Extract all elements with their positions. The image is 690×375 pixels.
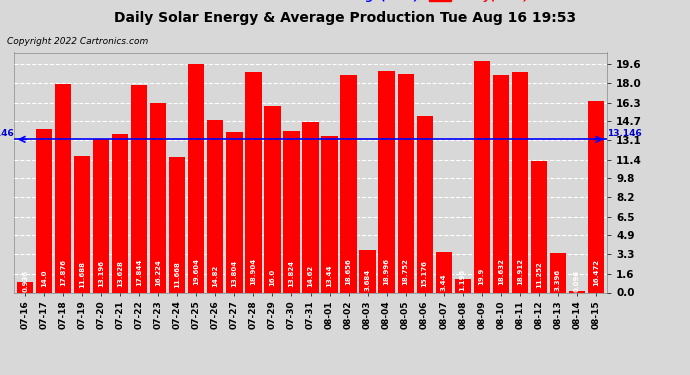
Text: 16.0: 16.0 [270, 269, 275, 286]
Bar [435, 252, 452, 292]
Bar [531, 161, 546, 292]
Text: 3.684: 3.684 [364, 268, 371, 291]
Text: 14.82: 14.82 [213, 264, 219, 287]
Bar [322, 136, 337, 292]
Text: 13.146: 13.146 [607, 129, 642, 138]
Text: 19.604: 19.604 [193, 258, 199, 285]
Bar [511, 72, 528, 292]
Bar [397, 74, 414, 292]
Bar [550, 253, 566, 292]
Bar [226, 132, 242, 292]
Text: 19.9: 19.9 [479, 268, 484, 285]
Text: 18.904: 18.904 [250, 258, 257, 285]
Legend: Average(kWh), Daily(kWh): Average(kWh), Daily(kWh) [299, 0, 531, 3]
Bar [75, 156, 90, 292]
Text: 13.628: 13.628 [117, 260, 124, 287]
Text: 18.632: 18.632 [497, 258, 504, 285]
Bar [188, 64, 204, 292]
Text: 18.996: 18.996 [384, 258, 390, 285]
Text: 14.0: 14.0 [41, 270, 47, 287]
Text: 18.912: 18.912 [517, 258, 523, 285]
Text: 17.844: 17.844 [137, 258, 142, 286]
Bar [302, 122, 319, 292]
Bar [112, 134, 128, 292]
Bar [36, 129, 52, 292]
Bar [340, 75, 357, 292]
Text: 1.196: 1.196 [460, 269, 466, 291]
Text: 0.936: 0.936 [22, 270, 28, 292]
Bar [264, 106, 281, 292]
Text: 16.224: 16.224 [155, 260, 161, 286]
Bar [284, 132, 299, 292]
Text: 18.656: 18.656 [346, 259, 351, 285]
Text: 13.44: 13.44 [326, 265, 333, 287]
Text: Daily Solar Energy & Average Production Tue Aug 16 19:53: Daily Solar Energy & Average Production … [114, 11, 576, 25]
Bar [588, 100, 604, 292]
Text: 16.472: 16.472 [593, 259, 599, 286]
Bar [417, 116, 433, 292]
Bar [55, 84, 71, 292]
Bar [17, 282, 33, 292]
Text: 13.804: 13.804 [231, 260, 237, 287]
Bar [169, 156, 186, 292]
Text: 11.252: 11.252 [535, 261, 542, 288]
Text: 13.146: 13.146 [0, 129, 14, 138]
Text: 14.62: 14.62 [308, 265, 313, 287]
Text: 13.824: 13.824 [288, 260, 295, 287]
Bar [455, 279, 471, 292]
Bar [93, 139, 110, 292]
Text: 11.688: 11.688 [79, 261, 86, 288]
Text: 3.44: 3.44 [441, 273, 446, 291]
Bar [359, 250, 375, 292]
Bar [473, 61, 490, 292]
Text: 13.196: 13.196 [98, 260, 104, 287]
Text: 17.876: 17.876 [60, 259, 66, 286]
Text: 15.176: 15.176 [422, 260, 428, 286]
Bar [150, 104, 166, 292]
Text: Copyright 2022 Cartronics.com: Copyright 2022 Cartronics.com [7, 38, 148, 46]
Text: 18.752: 18.752 [402, 258, 408, 285]
Bar [379, 71, 395, 292]
Text: 0.096: 0.096 [574, 270, 580, 292]
Bar [131, 85, 148, 292]
Bar [207, 120, 224, 292]
Bar [246, 72, 262, 292]
Bar [493, 75, 509, 292]
Bar [569, 291, 585, 292]
Text: 11.668: 11.668 [175, 261, 180, 288]
Text: 3.396: 3.396 [555, 268, 561, 291]
